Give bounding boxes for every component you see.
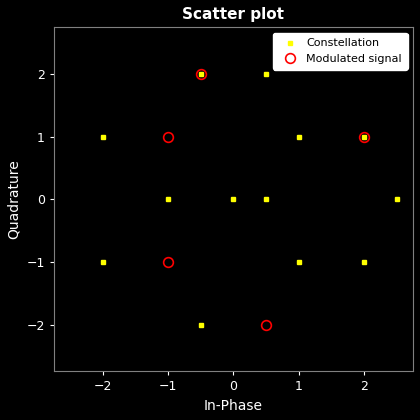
Constellation xyxy=(362,134,367,139)
Constellation xyxy=(198,322,203,327)
Constellation xyxy=(198,72,203,77)
Constellation xyxy=(264,72,269,77)
Y-axis label: Quadrature: Quadrature xyxy=(7,160,21,239)
Modulated signal xyxy=(165,260,171,265)
Constellation xyxy=(231,197,236,202)
Constellation xyxy=(296,134,301,139)
Modulated signal xyxy=(264,322,269,327)
Modulated signal xyxy=(362,134,367,139)
Modulated signal xyxy=(198,72,203,77)
Title: Scatter plot: Scatter plot xyxy=(182,7,284,22)
Constellation xyxy=(296,260,301,265)
Line: Constellation: Constellation xyxy=(36,72,399,327)
Constellation xyxy=(100,260,105,265)
Modulated signal xyxy=(165,134,171,139)
Constellation xyxy=(100,134,105,139)
Constellation xyxy=(264,197,269,202)
Constellation xyxy=(35,197,40,202)
X-axis label: In-Phase: In-Phase xyxy=(204,399,263,413)
Legend: Constellation, Modulated signal: Constellation, Modulated signal xyxy=(273,33,407,69)
Constellation xyxy=(394,197,399,202)
Constellation xyxy=(165,197,171,202)
Constellation xyxy=(362,260,367,265)
Line: Modulated signal: Modulated signal xyxy=(163,69,369,329)
